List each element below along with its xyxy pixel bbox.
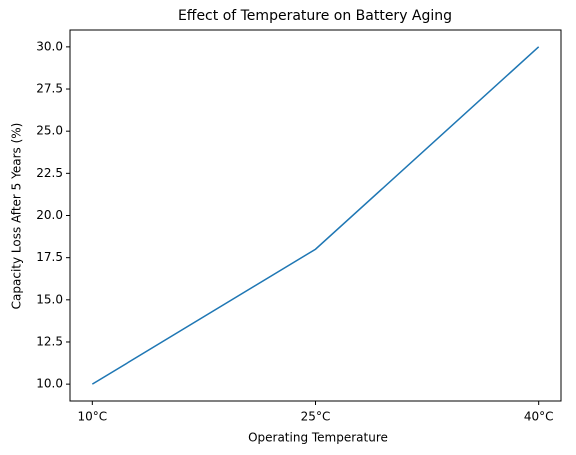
y-tick-label: 25.0 bbox=[36, 124, 63, 138]
x-axis-label: Operating Temperature bbox=[248, 431, 388, 445]
y-tick-label: 27.5 bbox=[36, 82, 63, 96]
y-tick-label: 10.0 bbox=[36, 377, 63, 391]
y-tick-label: 20.0 bbox=[36, 208, 63, 222]
y-tick-label: 12.5 bbox=[36, 334, 63, 348]
chart-title: Effect of Temperature on Battery Aging bbox=[178, 8, 452, 24]
plot-frame bbox=[69, 29, 562, 402]
data-line bbox=[91, 46, 540, 385]
x-tick-label: 10°C bbox=[77, 410, 107, 424]
y-axis-label: Capacity Loss After 5 Years (%) bbox=[10, 123, 24, 310]
y-tick-label: 15.0 bbox=[36, 292, 63, 306]
y-tick-label: 22.5 bbox=[36, 166, 63, 180]
y-tick-label: 17.5 bbox=[36, 250, 63, 264]
x-tick-label: 40°C bbox=[524, 410, 554, 424]
y-tick-label: 30.0 bbox=[36, 39, 63, 53]
x-tick-label: 25°C bbox=[301, 410, 331, 424]
